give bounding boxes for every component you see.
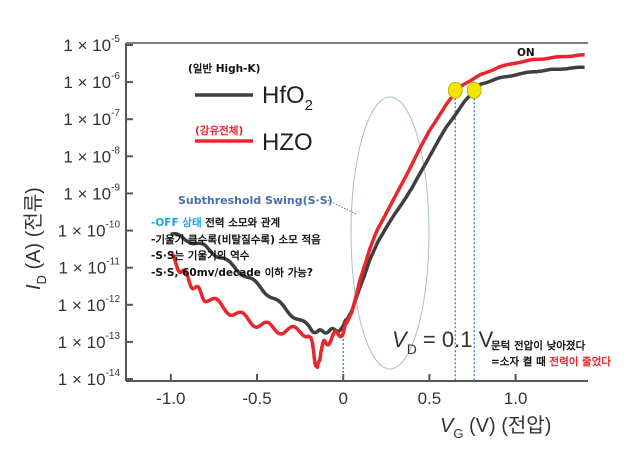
y-tick-label: 1 × 10-6 bbox=[63, 71, 120, 92]
threshold-note-2: =소자 켤 때 전력이 줄었다 bbox=[491, 355, 611, 368]
marker-group bbox=[447, 81, 482, 99]
legend-hfo2-label: HfO2 bbox=[262, 82, 313, 114]
ss-bullet-2: -기울기 클수록(비탈질수록) 소모 적음 bbox=[151, 233, 321, 246]
y-tick-label: 1 × 10-7 bbox=[63, 108, 120, 129]
y-tick-label: 1 × 10-5 bbox=[63, 34, 120, 55]
series-group bbox=[169, 53, 585, 370]
y-tick-label: 1 × 10-10 bbox=[58, 220, 121, 241]
x-tick-label: 1.0 bbox=[504, 389, 528, 408]
on-label: ON bbox=[517, 47, 535, 59]
legend-hzo-note: (강유전체) bbox=[195, 124, 243, 137]
subthreshold-ellipse bbox=[350, 96, 430, 370]
x-tick-label: 0 bbox=[338, 389, 347, 408]
ss-bullet-4: -S·S, 60mv/decade 이하 가능? bbox=[151, 266, 313, 279]
series-line-hzo bbox=[169, 53, 585, 370]
x-tick-label: -0.5 bbox=[242, 389, 271, 408]
ss-bullet-1: -OFF 상태 전력 소모와 관계 bbox=[151, 216, 280, 229]
y-tick-label: 1 × 10-13 bbox=[58, 331, 121, 352]
series-line-hfo2 bbox=[170, 65, 585, 335]
y-tick-label: 1 × 10-8 bbox=[63, 145, 120, 166]
vd-label: VD = 0.1 V bbox=[392, 327, 494, 357]
y-tick-label: 1 × 10-11 bbox=[59, 257, 121, 278]
ss-pointer-line bbox=[327, 199, 357, 215]
y-tick-label: 1 × 10-12 bbox=[58, 294, 121, 315]
ss-bullet-3: -S·S는 기울기의 역수 bbox=[151, 249, 250, 262]
threshold-marker bbox=[447, 81, 463, 99]
y-axis-label: ID (A) (전류) bbox=[22, 187, 49, 290]
y-tick-label: 1 × 10-9 bbox=[63, 182, 120, 203]
threshold-note-1: 문턱 전압이 낮아졌다 bbox=[491, 339, 586, 352]
axis-ticks: 1 × 10-5 1 × 10-6 1 × 10-7 1 × 10-8 1 × 10-9… bbox=[58, 34, 528, 408]
x-axis-label: VG (V) (전압) bbox=[440, 414, 551, 441]
legend-hzo-label: HZO bbox=[262, 129, 313, 156]
legend-hfo2-note: (일반 High-K) bbox=[188, 62, 260, 75]
ss-title: Subthreshold Swing(S·S) bbox=[178, 194, 333, 207]
threshold-marker bbox=[466, 81, 482, 99]
x-tick-label: -1.0 bbox=[156, 389, 185, 408]
y-tick-label: 1 × 10-14 bbox=[58, 368, 121, 389]
x-tick-label: 0.5 bbox=[418, 389, 442, 408]
